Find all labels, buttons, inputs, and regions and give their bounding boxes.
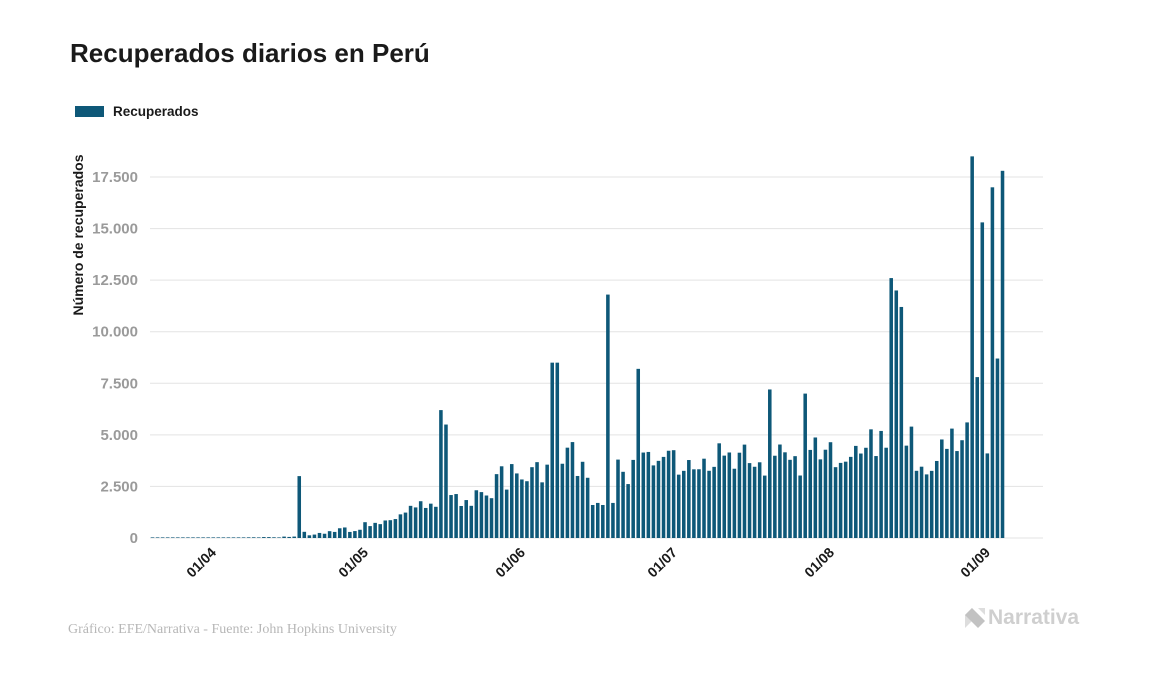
svg-text:12.500: 12.500 — [92, 272, 138, 289]
svg-text:15.000: 15.000 — [92, 221, 138, 238]
svg-text:5.000: 5.000 — [100, 427, 138, 444]
svg-text:7.500: 7.500 — [100, 375, 138, 392]
svg-text:0: 0 — [130, 530, 138, 547]
svg-text:10.000: 10.000 — [92, 324, 138, 341]
svg-text:2.500: 2.500 — [100, 478, 138, 495]
svg-text:17.500: 17.500 — [92, 169, 138, 186]
